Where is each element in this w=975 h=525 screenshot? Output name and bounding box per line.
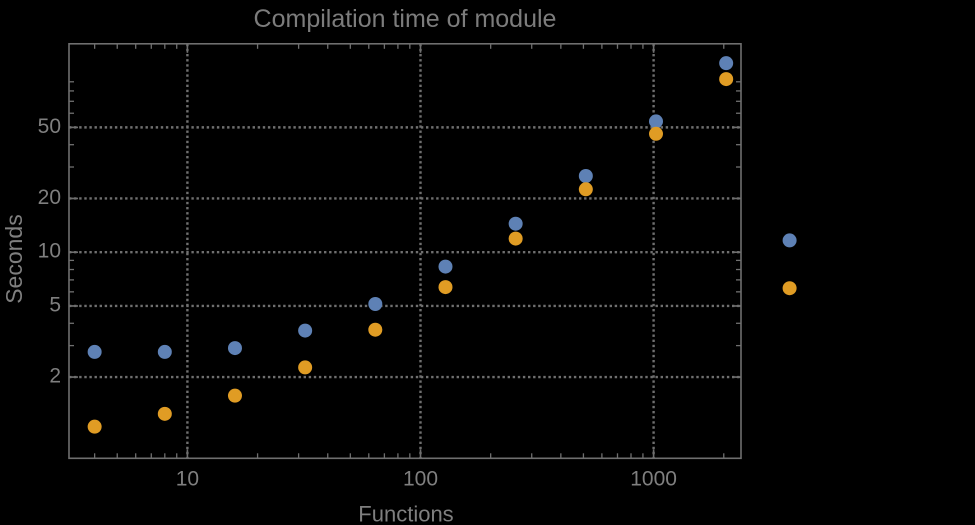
- svg-text:50: 50: [38, 115, 61, 138]
- svg-text:Compilation time of module: Compilation time of module: [254, 5, 557, 33]
- svg-text:10: 10: [176, 467, 199, 490]
- svg-text:2: 2: [49, 365, 61, 388]
- svg-text:100: 100: [403, 467, 438, 490]
- svg-text:20: 20: [38, 186, 61, 209]
- svg-text:Seconds: Seconds: [1, 214, 27, 304]
- svg-text:10: 10: [38, 240, 61, 263]
- svg-text:1000: 1000: [630, 467, 677, 490]
- svg-text:5: 5: [49, 293, 61, 316]
- svg-text:Functions: Functions: [358, 501, 453, 525]
